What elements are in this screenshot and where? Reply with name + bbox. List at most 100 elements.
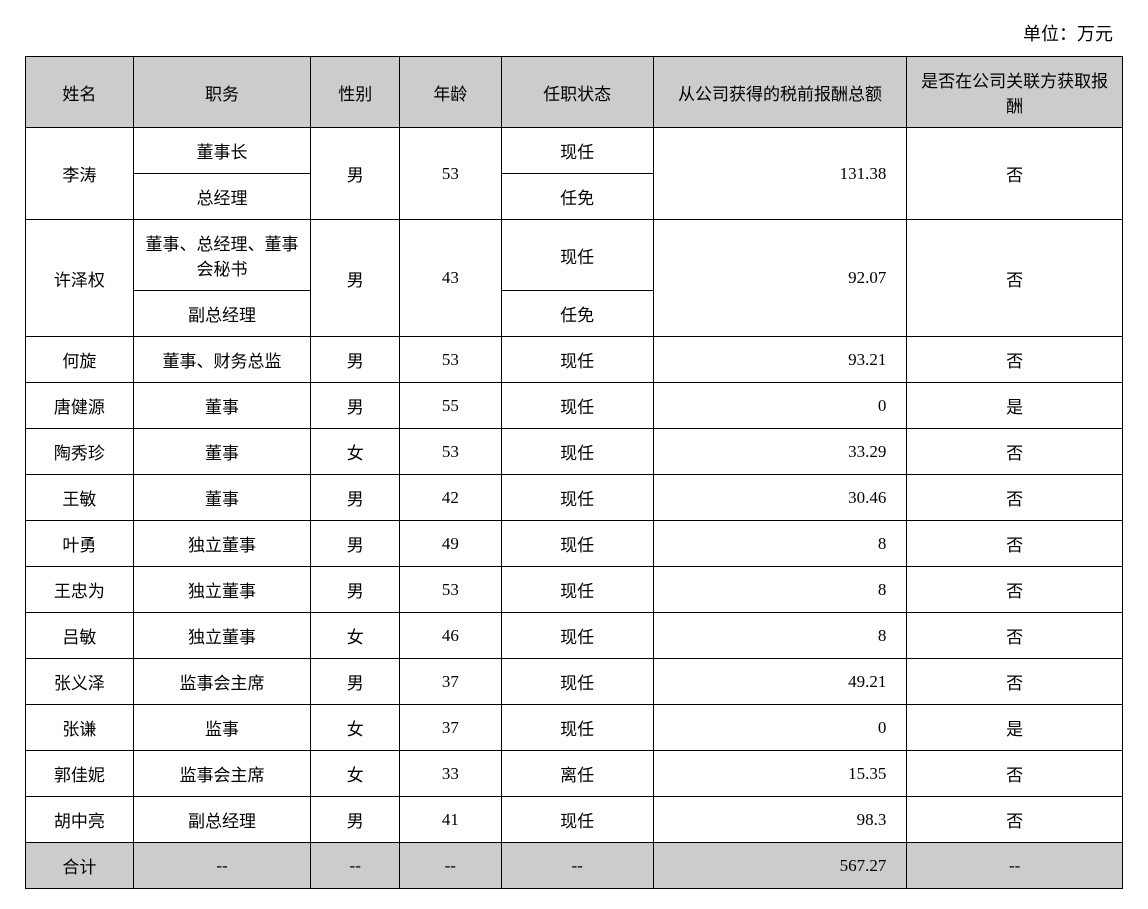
cell-status: 任免	[501, 291, 653, 337]
table-row: 唐健源董事男55现任0是	[26, 383, 1123, 429]
cell-status: 现任	[501, 128, 653, 174]
cell-gender: 男	[311, 567, 400, 613]
table-body: 李涛董事长男53现任131.38否总经理任免许泽权董事、总经理、董事会秘书男43…	[26, 128, 1123, 889]
cell-name: 张义泽	[26, 659, 134, 705]
cell-compensation: 93.21	[653, 337, 907, 383]
cell-status: 现任	[501, 220, 653, 291]
cell-related: 否	[907, 220, 1123, 337]
cell-name: 王敏	[26, 475, 134, 521]
cell-compensation: 0	[653, 705, 907, 751]
table-row: 许泽权董事、总经理、董事会秘书男43现任92.07否	[26, 220, 1123, 291]
cell-position: 监事会主席	[133, 751, 311, 797]
table-row: 郭佳妮监事会主席女33离任15.35否	[26, 751, 1123, 797]
total-label: 合计	[26, 843, 134, 889]
cell-status: 现任	[501, 521, 653, 567]
col-header-position: 职务	[133, 57, 311, 128]
cell-position: 独立董事	[133, 613, 311, 659]
cell-compensation: 92.07	[653, 220, 907, 337]
col-header-compensation: 从公司获得的税前报酬总额	[653, 57, 907, 128]
cell-age: 53	[400, 337, 501, 383]
cell-age: 43	[400, 220, 501, 337]
cell-status: 现任	[501, 337, 653, 383]
table-total-row: 合计--------567.27--	[26, 843, 1123, 889]
cell-age: 53	[400, 567, 501, 613]
cell-compensation: 0	[653, 383, 907, 429]
cell-compensation: 8	[653, 567, 907, 613]
table-header-row: 姓名 职务 性别 年龄 任职状态 从公司获得的税前报酬总额 是否在公司关联方获取…	[26, 57, 1123, 128]
cell-gender: 男	[311, 659, 400, 705]
cell-gender: 男	[311, 128, 400, 220]
cell-age: 41	[400, 797, 501, 843]
unit-label: 单位：万元	[25, 20, 1123, 46]
cell-compensation: 15.35	[653, 751, 907, 797]
cell-name: 王忠为	[26, 567, 134, 613]
cell-status: 现任	[501, 429, 653, 475]
compensation-table: 姓名 职务 性别 年龄 任职状态 从公司获得的税前报酬总额 是否在公司关联方获取…	[25, 56, 1123, 889]
total-dash: --	[907, 843, 1123, 889]
cell-gender: 女	[311, 751, 400, 797]
cell-compensation: 30.46	[653, 475, 907, 521]
col-header-name: 姓名	[26, 57, 134, 128]
cell-gender: 男	[311, 475, 400, 521]
cell-compensation: 49.21	[653, 659, 907, 705]
cell-name: 唐健源	[26, 383, 134, 429]
cell-position: 董事	[133, 475, 311, 521]
cell-related: 否	[907, 613, 1123, 659]
cell-status: 离任	[501, 751, 653, 797]
cell-status: 现任	[501, 659, 653, 705]
cell-name: 吕敏	[26, 613, 134, 659]
cell-position: 董事、总经理、董事会秘书	[133, 220, 311, 291]
table-row: 张义泽监事会主席男37现任49.21否	[26, 659, 1123, 705]
cell-related: 否	[907, 751, 1123, 797]
cell-status: 现任	[501, 797, 653, 843]
cell-position: 董事长	[133, 128, 311, 174]
cell-name: 许泽权	[26, 220, 134, 337]
cell-gender: 男	[311, 383, 400, 429]
cell-status: 现任	[501, 383, 653, 429]
cell-compensation: 8	[653, 521, 907, 567]
cell-gender: 男	[311, 797, 400, 843]
cell-position: 监事会主席	[133, 659, 311, 705]
cell-age: 49	[400, 521, 501, 567]
cell-related: 否	[907, 521, 1123, 567]
table-row: 何旋董事、财务总监男53现任93.21否	[26, 337, 1123, 383]
cell-position: 副总经理	[133, 797, 311, 843]
cell-position: 总经理	[133, 174, 311, 220]
cell-position: 董事、财务总监	[133, 337, 311, 383]
cell-compensation: 33.29	[653, 429, 907, 475]
table-row: 张谦监事女37现任0是	[26, 705, 1123, 751]
cell-gender: 女	[311, 705, 400, 751]
cell-related: 否	[907, 128, 1123, 220]
cell-related: 是	[907, 383, 1123, 429]
cell-name: 叶勇	[26, 521, 134, 567]
cell-age: 37	[400, 705, 501, 751]
cell-age: 37	[400, 659, 501, 705]
cell-age: 46	[400, 613, 501, 659]
cell-gender: 女	[311, 429, 400, 475]
cell-position: 监事	[133, 705, 311, 751]
table-row: 胡中亮副总经理男41现任98.3否	[26, 797, 1123, 843]
cell-position: 董事	[133, 383, 311, 429]
cell-gender: 男	[311, 521, 400, 567]
cell-name: 何旋	[26, 337, 134, 383]
cell-compensation: 98.3	[653, 797, 907, 843]
cell-related: 否	[907, 797, 1123, 843]
cell-status: 现任	[501, 613, 653, 659]
table-row: 王忠为独立董事男53现任8否	[26, 567, 1123, 613]
total-compensation: 567.27	[653, 843, 907, 889]
cell-age: 42	[400, 475, 501, 521]
table-row: 陶秀珍董事女53现任33.29否	[26, 429, 1123, 475]
cell-age: 33	[400, 751, 501, 797]
cell-age: 53	[400, 429, 501, 475]
table-row: 吕敏独立董事女46现任8否	[26, 613, 1123, 659]
total-dash: --	[400, 843, 501, 889]
cell-name: 陶秀珍	[26, 429, 134, 475]
total-dash: --	[311, 843, 400, 889]
cell-related: 是	[907, 705, 1123, 751]
cell-gender: 男	[311, 220, 400, 337]
cell-related: 否	[907, 475, 1123, 521]
cell-name: 郭佳妮	[26, 751, 134, 797]
cell-age: 53	[400, 128, 501, 220]
cell-name: 张谦	[26, 705, 134, 751]
cell-age: 55	[400, 383, 501, 429]
